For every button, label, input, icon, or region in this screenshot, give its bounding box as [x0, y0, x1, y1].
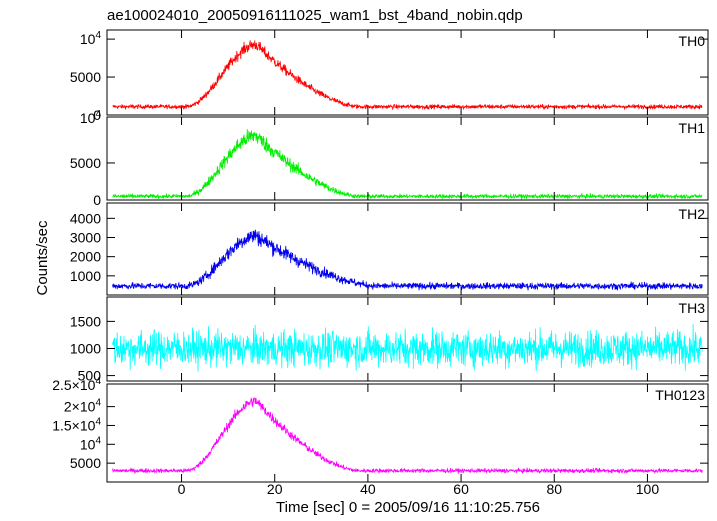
x-tick-label: 20 — [267, 481, 283, 497]
y-tick-label-th0: 5000 — [70, 69, 101, 85]
y-top-label-th1: 104 — [80, 109, 102, 126]
panel-label-th1: TH1 — [679, 120, 706, 136]
series-th0123 — [112, 397, 703, 475]
x-tick-label: 100 — [636, 481, 660, 497]
chart-title: ae100024010_20050916111025_wam1_bst_4ban… — [107, 7, 523, 24]
panel-label-th0123: TH0123 — [655, 387, 705, 403]
y-tick-label-th1: 0 — [93, 192, 101, 208]
y-tick-label-th3: 1500 — [70, 313, 101, 329]
panel-frame-th0123 — [106, 383, 709, 483]
panel-label-th3: TH3 — [679, 300, 706, 316]
x-tick-label: 40 — [360, 481, 376, 497]
y-tick-label-th0123: 104 — [80, 435, 102, 452]
panel-label-th2: TH2 — [679, 206, 706, 222]
y-tick-label-th0: 104 — [80, 30, 102, 47]
panel-frame-th3 — [106, 296, 709, 382]
series-th0 — [112, 40, 703, 111]
y-tick-label-th0123: 2×104 — [64, 398, 102, 415]
y-tick-label-th2: 3000 — [70, 230, 101, 246]
x-tick-label: 0 — [178, 481, 186, 497]
panel-frame-th2 — [106, 202, 709, 296]
x-tick-label: 60 — [453, 481, 469, 497]
series-th2 — [112, 229, 703, 291]
y-axis-label: Counts/sec — [34, 220, 51, 296]
y-tick-label-th3: 500 — [78, 368, 102, 384]
series-th1 — [112, 129, 703, 200]
y-tick-label-th0123: 1.5×104 — [52, 416, 101, 433]
series-th3 — [112, 323, 703, 372]
x-axis-label: Time [sec] 0 = 2005/09/16 11:10:25.756 — [276, 499, 540, 516]
x-tick-label: 80 — [546, 481, 562, 497]
y-tick-label-th2: 1000 — [70, 268, 101, 284]
y-tick-label-th0: 0 — [93, 107, 101, 123]
panel-label-th0: TH0 — [679, 33, 706, 49]
y-tick-label-th2: 2000 — [70, 249, 101, 265]
panel-frame-th0 — [106, 29, 709, 116]
panel-frame-th1 — [106, 116, 709, 201]
y-tick-label-th1: 5000 — [70, 155, 101, 171]
y-tick-label-th2: 4000 — [70, 210, 101, 226]
y-top-label-th0123: 2.5×104 — [52, 376, 101, 393]
y-tick-label-th0123: 5000 — [70, 455, 101, 471]
y-tick-label-th3: 1000 — [70, 340, 101, 356]
